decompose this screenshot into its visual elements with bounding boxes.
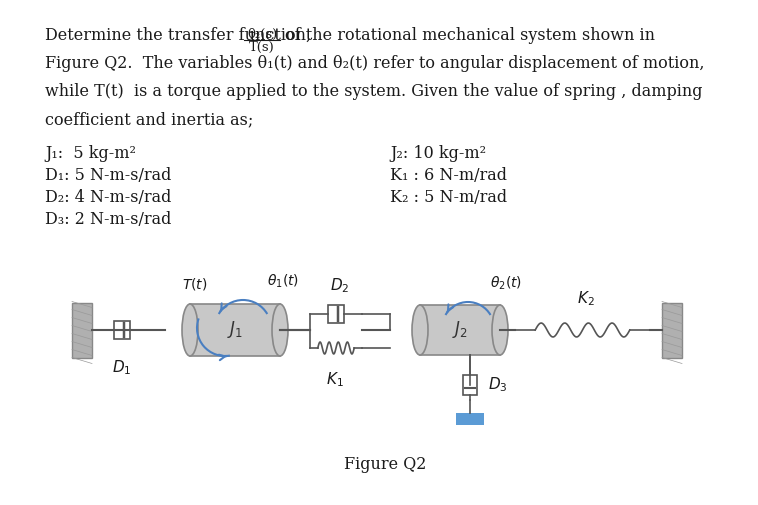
Text: D₂: 4 N-m-s/rad: D₂: 4 N-m-s/rad — [45, 189, 171, 206]
Text: $J_1$: $J_1$ — [227, 320, 243, 340]
Bar — [420, 305, 500, 355]
Text: $\theta_2(t)$: $\theta_2(t)$ — [490, 275, 522, 292]
Text: coefficient and inertia as;: coefficient and inertia as; — [45, 111, 253, 128]
Bar — [114, 321, 130, 339]
Text: K₁ : 6 N-m/rad: K₁ : 6 N-m/rad — [390, 167, 507, 184]
Text: J₂: 10 kg-m²: J₂: 10 kg-m² — [390, 145, 486, 162]
Text: $T(t)$: $T(t)$ — [182, 276, 208, 292]
Bar — [662, 302, 682, 358]
Text: $D_3$: $D_3$ — [488, 376, 508, 394]
Text: J₁:  5 kg-m²: J₁: 5 kg-m² — [45, 145, 136, 162]
Bar — [328, 305, 344, 323]
Text: D₁: 5 N-m-s/rad: D₁: 5 N-m-s/rad — [45, 167, 171, 184]
Bar — [456, 413, 484, 425]
Bar — [190, 304, 280, 356]
Text: $D_2$: $D_2$ — [330, 276, 349, 295]
Text: $J_2$: $J_2$ — [452, 320, 468, 340]
Text: D₃: 2 N-m-s/rad: D₃: 2 N-m-s/rad — [45, 211, 171, 228]
Text: Determine the transfer function,: Determine the transfer function, — [45, 27, 311, 44]
Text: K₂ : 5 N-m/rad: K₂ : 5 N-m/rad — [390, 189, 507, 206]
Text: $K_1$: $K_1$ — [326, 370, 344, 389]
Bar — [72, 302, 92, 358]
Text: $\theta_1(t)$: $\theta_1(t)$ — [267, 273, 299, 290]
Ellipse shape — [272, 304, 288, 356]
Text: Figure Q2: Figure Q2 — [344, 456, 426, 473]
Bar — [463, 375, 477, 395]
Text: $D_1$: $D_1$ — [112, 358, 132, 377]
Text: T(s): T(s) — [249, 41, 275, 54]
Text: while T(t)  is a torque applied to the system. Given the value of spring , dampi: while T(t) is a torque applied to the sy… — [45, 83, 703, 100]
Text: $K_2$: $K_2$ — [577, 289, 595, 308]
Ellipse shape — [492, 305, 508, 355]
Text: Figure Q2.  The variables θ₁(t) and θ₂(t) refer to angular displacement of motio: Figure Q2. The variables θ₁(t) and θ₂(t)… — [45, 55, 704, 72]
Text: of the rotational mechanical system shown in: of the rotational mechanical system show… — [285, 27, 655, 44]
Text: θ₂(s): θ₂(s) — [247, 28, 277, 41]
Ellipse shape — [182, 304, 198, 356]
Ellipse shape — [412, 305, 428, 355]
